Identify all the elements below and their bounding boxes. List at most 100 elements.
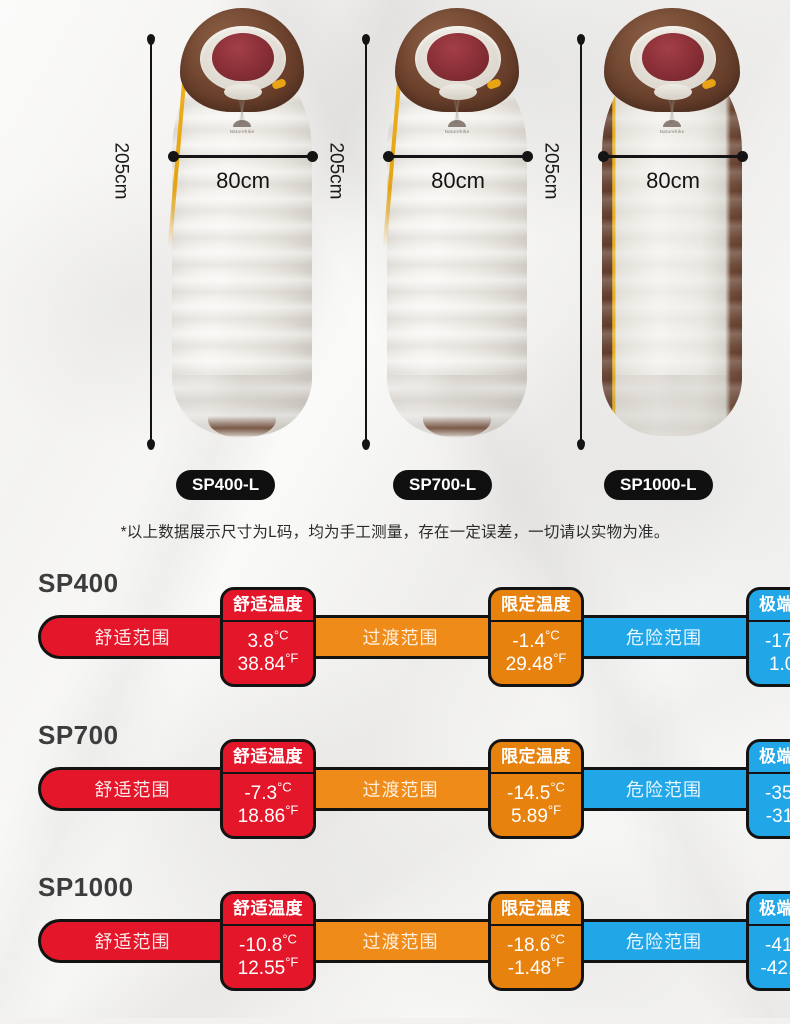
dimension-dot-right-icon bbox=[522, 151, 533, 162]
dimension-cap-top-icon bbox=[147, 34, 155, 45]
bag-lining bbox=[212, 33, 274, 81]
model-pill-sp1000: SP1000-L bbox=[604, 470, 713, 500]
badge-values: -10.8°C 12.55°F bbox=[223, 926, 313, 988]
badge-title: 极端温度 bbox=[749, 894, 790, 926]
badge-title: 舒适温度 bbox=[223, 590, 313, 622]
model-pill-sp400: SP400-L bbox=[176, 470, 276, 500]
width-label-sp700: 80cm bbox=[431, 168, 485, 193]
badge-limit-sp1000: 限定温度 -18.6°C -1.48°F bbox=[488, 891, 584, 991]
unit-celsius: °C bbox=[277, 779, 292, 795]
unit-celsius: °C bbox=[282, 931, 297, 947]
sleeping-bag-image-sp700: Naturehike bbox=[381, 8, 533, 438]
dimension-dot-left-icon bbox=[598, 151, 609, 162]
badge-values: -18.6°C -1.48°F bbox=[491, 926, 581, 988]
sleeping-bag-image-sp400: Naturehike bbox=[166, 8, 318, 438]
range-segment-danger: 危险范围 bbox=[578, 767, 750, 811]
unit-fahrenheit: °F bbox=[285, 954, 299, 970]
range-segment-transition: 过渡范围 bbox=[308, 615, 493, 659]
temperature-rail-sp700: 舒适范围 过渡范围 危险范围 舒适温度 -7.3°C 18.86°F 限定温度 … bbox=[38, 739, 790, 839]
badge-comfort-sp700: 舒适温度 -7.3°C 18.86°F bbox=[220, 739, 316, 839]
range-segment-transition: 过渡范围 bbox=[308, 767, 493, 811]
product-dimension-row: 205cm Naturehike 80cm bbox=[0, 0, 790, 470]
bag-body bbox=[602, 56, 742, 436]
temperature-chart-section: SP400 舒适范围 过渡范围 危险范围 舒适温度 3.8°C 38.84°F … bbox=[0, 542, 790, 1024]
dimension-cap-bottom-icon bbox=[577, 439, 585, 450]
unit-celsius: °C bbox=[273, 627, 289, 643]
unit-fahrenheit: °F bbox=[547, 802, 562, 818]
dimension-cap-top-icon bbox=[577, 34, 585, 45]
bag-drawcord-knot bbox=[439, 84, 477, 100]
badge-values: -1.4°C 29.48°F bbox=[491, 622, 581, 684]
badge-title: 极端温度 bbox=[749, 590, 790, 622]
dimension-dot-left-icon bbox=[383, 151, 394, 162]
badge-title: 极端温度 bbox=[749, 742, 790, 774]
badge-celsius: -1.4 bbox=[512, 631, 546, 653]
unit-celsius: °C bbox=[545, 627, 560, 643]
height-label-sp400: 205cm bbox=[110, 142, 132, 200]
unit-fahrenheit: °F bbox=[551, 954, 565, 970]
chart-model-name-sp1000: SP1000 bbox=[38, 872, 134, 902]
badge-fahrenheit: -42.16 bbox=[760, 957, 790, 979]
dimension-dot-right-icon bbox=[307, 151, 318, 162]
brand-logo-icon: Naturehike bbox=[436, 120, 478, 134]
bag-drawcord-knot bbox=[654, 84, 692, 100]
dimension-cap-top-icon bbox=[362, 34, 370, 45]
height-label-sp1000: 205cm bbox=[540, 142, 562, 200]
badge-title: 舒适温度 bbox=[223, 742, 313, 774]
range-segment-danger: 危险范围 bbox=[578, 919, 750, 963]
badge-celsius: 3.8 bbox=[247, 631, 274, 653]
badge-celsius: -17.2 bbox=[765, 631, 790, 653]
badge-values: -41.2°C -42.16°F bbox=[749, 926, 790, 988]
badge-extreme-sp400: 极端温度 -17.2°C 1.04°F bbox=[746, 587, 790, 687]
badge-values: -14.5°C 5.89°F bbox=[491, 774, 581, 836]
width-dimension-line-sp700 bbox=[383, 151, 533, 162]
badge-fahrenheit: 29.48 bbox=[505, 653, 554, 675]
dimension-dot-right-icon bbox=[737, 151, 748, 162]
width-label-sp400: 80cm bbox=[216, 168, 270, 193]
badge-extreme-sp1000: 极端温度 -41.2°C -42.16°F bbox=[746, 891, 790, 991]
unit-fahrenheit: °F bbox=[285, 650, 299, 666]
height-dimension-line-sp400 bbox=[147, 34, 155, 450]
badge-celsius: -10.8 bbox=[239, 935, 283, 957]
unit-celsius: °C bbox=[550, 779, 565, 795]
temperature-chart-sp400: SP400 舒适范围 过渡范围 危险范围 舒适温度 3.8°C 38.84°F … bbox=[0, 568, 790, 720]
badge-extreme-sp700: 极端温度 -35.5°C -31.9°F bbox=[746, 739, 790, 839]
brand-logo-icon: Naturehike bbox=[651, 120, 693, 134]
bag-footbox bbox=[208, 416, 276, 438]
bag-body bbox=[387, 56, 527, 436]
badge-title: 限定温度 bbox=[491, 742, 581, 774]
badge-limit-sp400: 限定温度 -1.4°C 29.48°F bbox=[488, 587, 584, 687]
badge-title: 舒适温度 bbox=[223, 894, 313, 926]
range-segment-comfort: 舒适范围 bbox=[38, 767, 224, 811]
badge-celsius: -41.2 bbox=[765, 935, 790, 957]
badge-fahrenheit: 38.84 bbox=[237, 653, 286, 675]
sleeping-bag-image-sp1000: Naturehike bbox=[596, 8, 748, 438]
badge-fahrenheit: -1.48 bbox=[507, 957, 552, 979]
unit-fahrenheit: °F bbox=[285, 802, 299, 818]
bag-lining bbox=[427, 33, 489, 81]
badge-celsius: -14.5 bbox=[507, 783, 551, 805]
badge-celsius: -18.6 bbox=[507, 935, 551, 957]
bag-lining bbox=[642, 33, 704, 81]
chart-model-name-sp700: SP700 bbox=[38, 720, 119, 750]
temperature-chart-sp1000: SP1000 舒适范围 过渡范围 危险范围 舒适温度 -10.8°C 12.55… bbox=[0, 872, 790, 1024]
badge-fahrenheit: 5.89 bbox=[510, 805, 548, 827]
dimension-dot-left-icon bbox=[168, 151, 179, 162]
brand-logo-icon: Naturehike bbox=[221, 120, 263, 134]
badge-values: -7.3°C 18.86°F bbox=[223, 774, 313, 836]
width-dimension-line-sp1000 bbox=[598, 151, 748, 162]
width-dimension-line-sp400 bbox=[168, 151, 318, 162]
range-segment-transition: 过渡范围 bbox=[308, 919, 493, 963]
product-column-sp400: 205cm Naturehike 80cm bbox=[111, 0, 343, 470]
model-pill-row: SP400-L SP700-L SP1000-L bbox=[0, 470, 790, 514]
badge-title: 限定温度 bbox=[491, 590, 581, 622]
temperature-rail-sp1000: 舒适范围 过渡范围 危险范围 舒适温度 -10.8°C 12.55°F 限定温度… bbox=[38, 891, 790, 991]
badge-values: -17.2°C 1.04°F bbox=[749, 622, 790, 684]
temperature-chart-sp700: SP700 舒适范围 过渡范围 危险范围 舒适温度 -7.3°C 18.86°F… bbox=[0, 720, 790, 872]
height-label-sp700: 205cm bbox=[325, 142, 347, 200]
badge-celsius: -35.5 bbox=[765, 783, 790, 805]
badge-fahrenheit: -31.9 bbox=[765, 805, 790, 827]
badge-fahrenheit: 1.04 bbox=[768, 653, 790, 675]
height-dimension-line-sp700 bbox=[362, 34, 370, 450]
dimension-cap-bottom-icon bbox=[147, 439, 155, 450]
